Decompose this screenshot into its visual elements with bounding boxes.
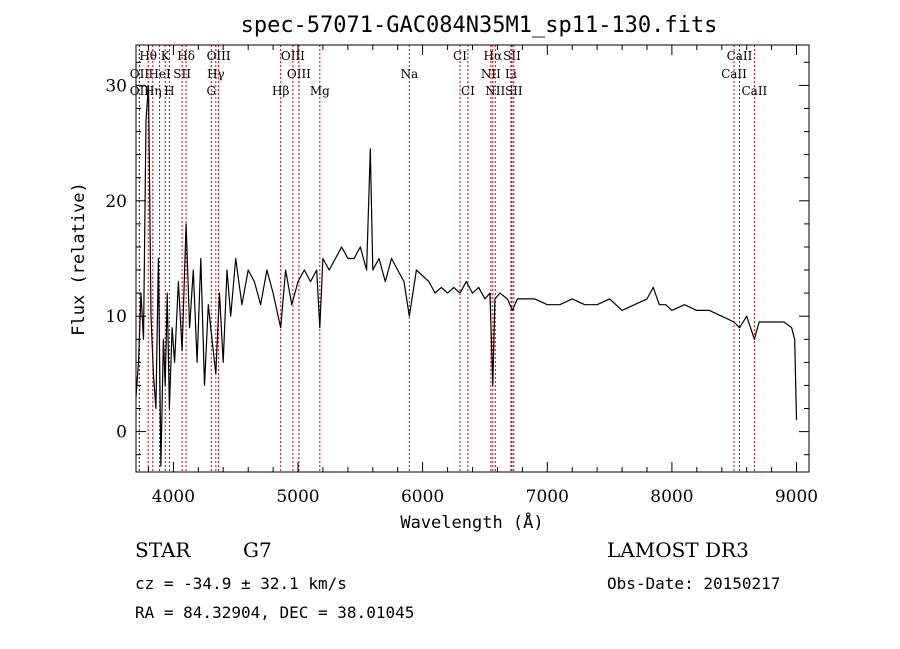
spectral-line-label: NII [481, 67, 501, 81]
sky-coordinates: RA = 84.32904, DEC = 38.01045 [135, 603, 415, 622]
plot-frame [135, 44, 810, 473]
spectral-line-label: SII [173, 67, 191, 81]
spectral-line-label: SII [503, 49, 521, 63]
spectral-line-label: Na [400, 67, 418, 81]
spectral-line-label: Hθ [139, 49, 157, 63]
spectral-line-label: HeI [148, 67, 171, 81]
survey-name: LAMOST DR3 [607, 538, 749, 562]
spectral-line-label: Li [505, 67, 517, 81]
y-tick-label: 20 [105, 192, 127, 212]
spectral-line-label: Hδ [177, 49, 195, 63]
x-tick-label: 5000 [276, 487, 319, 507]
x-axis-label: Wavelength (Å) [400, 511, 543, 533]
y-tick-label: 0 [116, 423, 127, 443]
spectral-line-label: Hα [484, 49, 503, 63]
axis-ticks: 4000 5000 6000 7000 8000 9000 0 10 20 30 [105, 45, 818, 507]
spectral-line-label: Mg [310, 84, 330, 98]
spectral-line-label: H [164, 84, 174, 98]
y-tick-label: 30 [105, 76, 127, 96]
chart-title: spec-57071-GAC084N35M1_sp11-130.fits [241, 13, 718, 38]
spectral-line-label: OIII [287, 67, 311, 81]
spectral-line-label: G [207, 84, 217, 98]
spectral-line-label: OIII [281, 49, 305, 63]
spectral-line-label: K [161, 49, 171, 63]
spectral-line-label: SII [505, 84, 523, 98]
observation-date: Obs-Date: 20150217 [607, 574, 781, 593]
spectral-line-label: NII [485, 84, 505, 98]
spectral-line-label: Hβ [272, 84, 289, 98]
spectral-line-label: OIII [207, 49, 231, 63]
spectral-line-label: CaII [721, 67, 747, 81]
spectral-line-label: Hγ [207, 67, 225, 81]
object-subclass: G7 [243, 538, 272, 562]
spectral-line-label: CI [461, 84, 475, 98]
spectral-line-label: CI [453, 49, 467, 63]
x-tick-label: 8000 [650, 487, 693, 507]
object-class: STAR [135, 538, 191, 562]
spectral-line-label: CaII [727, 49, 753, 63]
x-tick-label: 6000 [401, 487, 444, 507]
spectral-line-label: Hη [144, 84, 162, 98]
x-tick-label: 7000 [526, 487, 569, 507]
y-axis-label: Flux (relative) [69, 182, 89, 336]
x-tick-label: 9000 [775, 487, 818, 507]
spectral-line-label: OII [130, 84, 150, 98]
x-tick-label: 4000 [152, 487, 195, 507]
y-tick-label: 10 [105, 307, 127, 327]
spectrum-line [135, 84, 798, 467]
spectral-line-label: CaII [741, 84, 767, 98]
redshift-velocity: cz = -34.9 ± 32.1 km/s [135, 574, 347, 593]
spectrum-series [135, 84, 798, 467]
